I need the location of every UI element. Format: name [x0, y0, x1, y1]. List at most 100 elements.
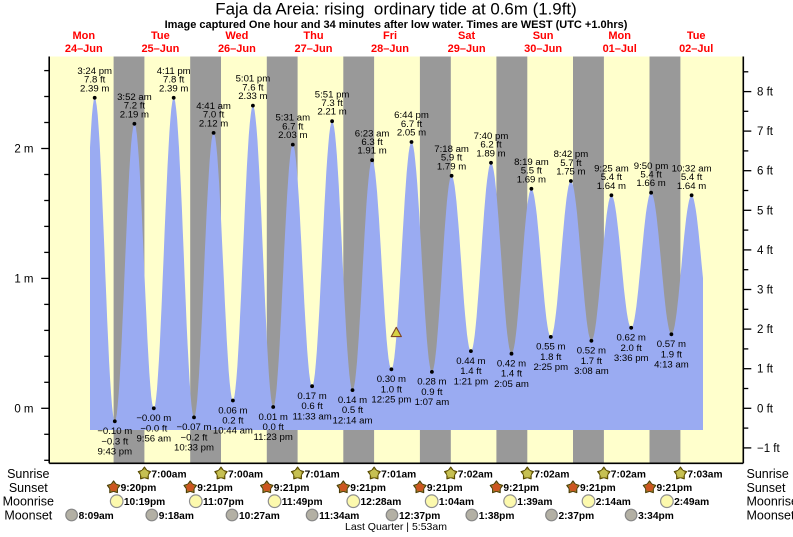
svg-text:1.8 ft: 1.8 ft	[540, 352, 562, 363]
svg-text:0 ft: 0 ft	[757, 403, 774, 415]
svg-text:1.75 m: 1.75 m	[556, 167, 585, 178]
svg-text:7.0 ft: 7.0 ft	[203, 110, 225, 121]
svg-text:2:05 am: 2:05 am	[494, 379, 529, 390]
svg-text:Last Quarter | 5:53am: Last Quarter | 5:53am	[345, 521, 447, 533]
svg-text:29–Jun: 29–Jun	[448, 43, 486, 55]
svg-text:11:33 am: 11:33 am	[292, 411, 331, 422]
svg-text:1:38pm: 1:38pm	[479, 511, 515, 522]
svg-text:4:13 am: 4:13 am	[654, 360, 689, 371]
svg-text:5:01 pm: 5:01 pm	[236, 74, 271, 85]
svg-text:27–Jun: 27–Jun	[295, 43, 333, 55]
svg-text:26–Jun: 26–Jun	[218, 43, 256, 55]
svg-text:9:56 am: 9:56 am	[136, 434, 171, 445]
svg-text:3:34pm: 3:34pm	[638, 511, 674, 522]
svg-text:5.9 ft: 5.9 ft	[441, 153, 463, 164]
svg-text:10:19pm: 10:19pm	[124, 497, 165, 508]
svg-text:2.03 m: 2.03 m	[278, 130, 307, 141]
svg-text:−0.2 ft: −0.2 ft	[181, 432, 208, 443]
svg-text:9:20pm: 9:20pm	[121, 483, 157, 494]
svg-text:11:23 pm: 11:23 pm	[254, 432, 293, 443]
svg-text:7:02am: 7:02am	[611, 469, 646, 480]
svg-text:4 ft: 4 ft	[757, 245, 774, 257]
svg-text:4:11 pm: 4:11 pm	[157, 66, 191, 77]
svg-text:3 ft: 3 ft	[757, 285, 774, 297]
svg-text:0.06 m: 0.06 m	[218, 405, 247, 416]
svg-text:5:51 pm: 5:51 pm	[315, 89, 350, 100]
svg-text:5.4 ft: 5.4 ft	[640, 170, 662, 181]
svg-text:Faja da Areia: rising ordinar: Faja da Areia: rising ordinary tide at 0…	[215, 0, 576, 19]
svg-text:25–Jun: 25–Jun	[141, 43, 179, 55]
svg-text:8 ft: 8 ft	[757, 87, 774, 99]
svg-text:9:43 pm: 9:43 pm	[97, 447, 132, 458]
svg-text:11:49pm: 11:49pm	[282, 497, 323, 508]
svg-text:7.6 ft: 7.6 ft	[242, 82, 264, 93]
svg-text:0.01 m: 0.01 m	[259, 412, 288, 423]
svg-text:Moonset: Moonset	[4, 508, 52, 522]
svg-text:1.9 ft: 1.9 ft	[661, 349, 683, 360]
svg-text:2:49am: 2:49am	[674, 497, 709, 508]
svg-text:2.33 m: 2.33 m	[238, 91, 267, 102]
svg-text:0.6 ft: 0.6 ft	[301, 401, 323, 412]
svg-text:9:25 am: 9:25 am	[594, 163, 629, 174]
svg-text:−0.0 ft: −0.0 ft	[140, 423, 167, 434]
svg-text:5.7 ft: 5.7 ft	[560, 158, 582, 169]
svg-text:12:25 pm: 12:25 pm	[371, 395, 411, 406]
svg-text:0.52 m: 0.52 m	[577, 346, 606, 357]
svg-text:0.42 m: 0.42 m	[497, 359, 526, 370]
svg-text:9:21pm: 9:21pm	[350, 483, 386, 494]
svg-text:7:40 pm: 7:40 pm	[474, 131, 509, 142]
svg-text:0.57 m: 0.57 m	[657, 339, 686, 350]
svg-text:Tue: Tue	[151, 30, 170, 42]
svg-text:02–Jul: 02–Jul	[679, 43, 713, 55]
svg-text:2 m: 2 m	[14, 144, 33, 156]
svg-text:9:50 pm: 9:50 pm	[634, 161, 669, 172]
svg-text:0.17 m: 0.17 m	[297, 391, 326, 402]
svg-text:0.30 m: 0.30 m	[377, 374, 406, 385]
svg-text:1:04am: 1:04am	[439, 497, 474, 508]
svg-text:9:21pm: 9:21pm	[197, 483, 233, 494]
svg-text:Moonrise: Moonrise	[3, 495, 54, 509]
svg-text:7:02am: 7:02am	[458, 469, 493, 480]
svg-text:6 ft: 6 ft	[757, 166, 774, 178]
svg-text:Mon: Mon	[72, 30, 95, 42]
svg-text:5.4 ft: 5.4 ft	[681, 172, 703, 183]
svg-text:7.3 ft: 7.3 ft	[321, 98, 343, 109]
svg-text:12:37pm: 12:37pm	[399, 511, 440, 522]
svg-text:0.9 ft: 0.9 ft	[421, 387, 443, 398]
svg-text:0.5 ft: 0.5 ft	[342, 405, 364, 416]
svg-text:1.4 ft: 1.4 ft	[460, 366, 482, 377]
svg-text:0.55 m: 0.55 m	[536, 342, 565, 353]
svg-text:1:21 pm: 1:21 pm	[454, 376, 489, 387]
svg-text:1:39am: 1:39am	[517, 497, 552, 508]
svg-text:28–Jun: 28–Jun	[371, 43, 409, 55]
svg-text:8:19 am: 8:19 am	[514, 157, 549, 168]
svg-text:6:44 pm: 6:44 pm	[394, 110, 429, 121]
svg-text:7:00am: 7:00am	[151, 469, 186, 480]
svg-text:5.4 ft: 5.4 ft	[601, 172, 623, 183]
svg-text:Sunrise: Sunrise	[747, 467, 789, 481]
svg-text:6.3 ft: 6.3 ft	[361, 137, 383, 148]
svg-text:Sun: Sun	[533, 30, 554, 42]
svg-text:Sunrise: Sunrise	[7, 467, 49, 481]
svg-text:11:07pm: 11:07pm	[203, 497, 244, 508]
svg-text:5:31 am: 5:31 am	[275, 113, 310, 124]
svg-text:9:21pm: 9:21pm	[580, 483, 616, 494]
svg-text:Fri: Fri	[383, 30, 397, 42]
svg-text:Thu: Thu	[303, 30, 323, 42]
svg-text:2.21 m: 2.21 m	[317, 107, 346, 118]
svg-text:4:41 am: 4:41 am	[196, 101, 231, 112]
svg-text:7.8 ft: 7.8 ft	[163, 75, 185, 86]
svg-text:2.05 m: 2.05 m	[397, 128, 426, 139]
svg-text:3:36 pm: 3:36 pm	[614, 353, 649, 364]
svg-text:9:21pm: 9:21pm	[427, 483, 463, 494]
svg-text:1.91 m: 1.91 m	[357, 146, 386, 157]
svg-text:7:01am: 7:01am	[381, 469, 416, 480]
svg-text:6.2 ft: 6.2 ft	[480, 140, 502, 151]
svg-text:2.39 m: 2.39 m	[159, 83, 188, 94]
svg-text:1 m: 1 m	[14, 273, 33, 285]
svg-text:Tue: Tue	[687, 30, 706, 42]
svg-text:Wed: Wed	[225, 30, 248, 42]
svg-text:2.0 ft: 2.0 ft	[621, 343, 643, 354]
svg-text:0.28 m: 0.28 m	[417, 377, 446, 388]
svg-text:Image captured One hour and 34: Image captured One hour and 34 minutes a…	[165, 19, 628, 31]
